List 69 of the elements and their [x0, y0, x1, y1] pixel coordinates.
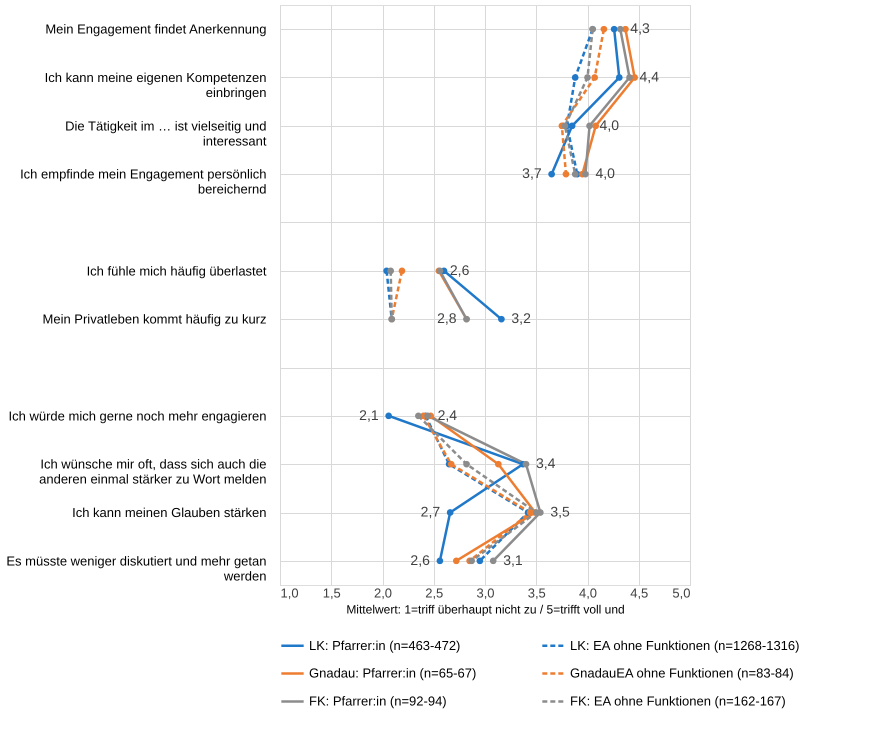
point — [586, 122, 593, 130]
point — [468, 557, 476, 564]
data-label: 3,1 — [503, 552, 523, 568]
data-label: 2,4 — [438, 406, 458, 423]
y-tick-label: Mein Engagement findet Anerkennung — [45, 22, 266, 37]
point — [626, 74, 633, 81]
point — [476, 557, 484, 564]
point — [387, 267, 394, 274]
point — [398, 267, 406, 274]
x-tick-label: 5,0 — [672, 586, 690, 600]
point — [522, 460, 530, 468]
legend-label: GnadauEA ohne Funktionen (n=83-84) — [570, 666, 794, 680]
y-tick-label: Ich kann meine eigenen Kompetenzen einbringen — [44, 70, 266, 100]
x-tick-label: 4,5 — [630, 586, 648, 600]
point — [436, 557, 444, 564]
data-label: 4,4 — [640, 68, 660, 84]
point — [448, 460, 455, 468]
legend-label: LK: EA ohne Funktionen (n=1268-1316) — [570, 638, 800, 653]
data-label: 3,2 — [511, 310, 532, 326]
data-label: 3,4 — [536, 455, 556, 472]
point — [584, 74, 591, 81]
point — [490, 557, 497, 564]
y-tick-label: Ich fühle mich häufig überlastet — [86, 263, 267, 278]
point — [463, 460, 470, 468]
data-label: 3,5 — [550, 504, 570, 520]
point — [616, 26, 624, 33]
point — [548, 170, 555, 178]
legend-label: FK: Pfarrer:in (n=92-94) — [309, 694, 447, 708]
point — [385, 412, 392, 420]
point — [494, 460, 502, 468]
point — [592, 122, 600, 130]
data-label: 2,8 — [437, 310, 457, 326]
data-label: 4,0 — [600, 116, 620, 133]
data-label: 3,7 — [522, 165, 542, 182]
y-tick-label: Ich empfinde mein Engagement persönlich bereichernd — [20, 166, 266, 197]
point — [498, 316, 505, 323]
x-tick-label: 4,0 — [578, 586, 598, 600]
data-label: 2,6 — [410, 552, 430, 568]
point — [562, 170, 570, 178]
legend-label: FK: EA ohne Funktionen (n=162-167) — [570, 694, 786, 708]
point — [572, 74, 579, 81]
point — [446, 509, 454, 516]
x-tick-label: 3,0 — [476, 586, 495, 600]
data-label: 4,3 — [630, 20, 650, 36]
y-tick-label: Mein Privatleben kommt häufig zu kurz — [42, 312, 266, 327]
legend-label: LK: Pfarrer:in (n=463-472) — [309, 638, 460, 653]
x-axis-title: Mittelwert: 1=triff überhaupt nicht zu / 5=trifft voll und — [346, 602, 625, 616]
y-tick-label: Die Tätigkeit im … ist vielseitig und interessant — [65, 118, 267, 148]
x-tick-label: 2,5 — [425, 586, 444, 600]
data-label: 2,7 — [420, 504, 440, 520]
point — [591, 74, 598, 81]
y-tick-label: Es müsste weniger diskutiert und mehr getan werden — [6, 553, 266, 584]
legend-label: Gnadau: Pfarrer:in (n=65-67) — [309, 666, 476, 680]
point — [452, 557, 460, 564]
data-label: 2,1 — [359, 406, 379, 423]
x-tick-label: 1,0 — [280, 586, 299, 600]
data-label: 4,0 — [595, 165, 616, 182]
point — [610, 26, 618, 33]
x-tick-label: 2,0 — [374, 586, 392, 600]
point — [616, 74, 623, 81]
y-tick-label: Ich kann meinen Glauben stärken — [72, 505, 266, 520]
y-tick-label: Ich wünsche mir oft, dass sich auch die anderen einmal stärker zu Wort melden — [39, 456, 266, 487]
x-tick-label: 1,5 — [322, 586, 341, 600]
data-label: 2,6 — [450, 262, 470, 278]
point — [600, 26, 608, 33]
y-tick-label: Ich würde mich gerne noch mehr engagieren — [8, 408, 266, 424]
point — [582, 170, 589, 178]
x-tick-label: 3,5 — [528, 586, 546, 600]
point — [415, 412, 422, 420]
